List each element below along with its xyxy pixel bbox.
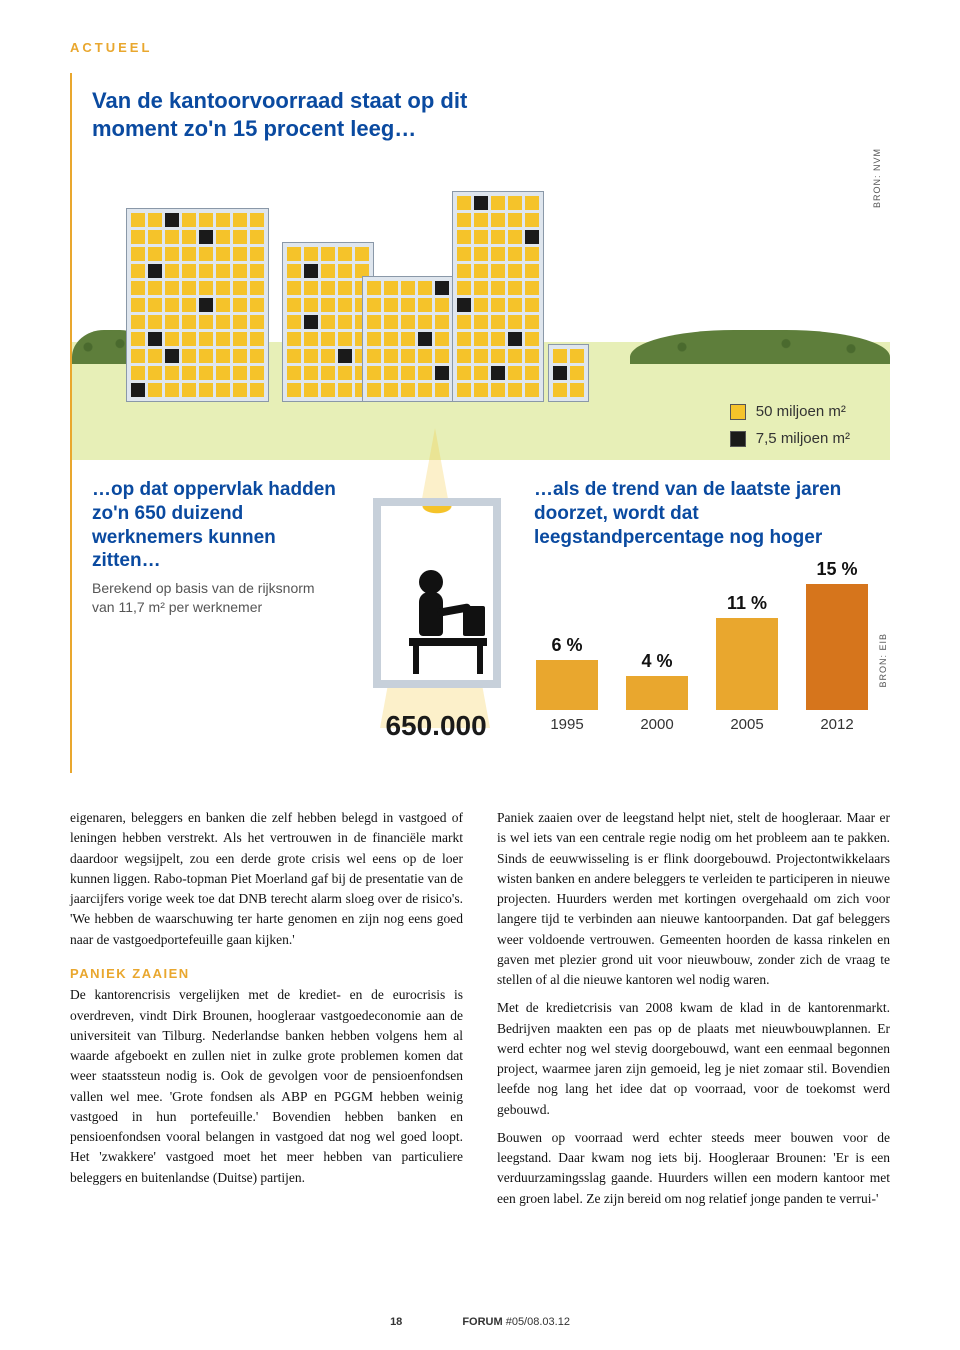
page-footer: 18 FORUM #05/08.03.12 [0, 1316, 960, 1328]
bar-year: 1995 [550, 716, 583, 733]
building-5 [548, 344, 589, 402]
bar-value: 15 % [816, 559, 857, 580]
bar [626, 676, 688, 710]
col2-p1: Paniek zaaien over de leegstand helpt ni… [497, 808, 890, 990]
page-number: 18 [390, 1316, 402, 1328]
section-label: ACTUEEL [70, 40, 890, 55]
source-right: BRON: EIB [878, 633, 888, 688]
infographic-heading: Van de kantoorvoorraad staat op dit mome… [92, 87, 512, 142]
building-3 [362, 276, 454, 402]
bar [536, 660, 598, 710]
chart-heading: …als de trend van de laatste jaren doorz… [534, 478, 864, 549]
bar-year: 2012 [820, 716, 853, 733]
bar-year: 2000 [640, 716, 673, 733]
bar-value: 11 % [727, 593, 767, 614]
sub-heading: …op dat oppervlak hadden zo'n 650 duizen… [92, 478, 338, 573]
subhead: PANIEK ZAAIEN [70, 964, 463, 984]
legend-label-1: 7,5 miljoen m² [756, 430, 850, 447]
bar-value: 4 % [641, 651, 672, 672]
legend-label-0: 50 miljoen m² [756, 403, 846, 420]
building-2 [282, 242, 374, 402]
legend: 50 miljoen m² 7,5 miljoen m² [730, 403, 850, 457]
sub-caption: Berekend op basis van de rijksnorm van 1… [92, 579, 338, 617]
building-4 [452, 191, 544, 402]
worker-figure: 650.000 [368, 488, 504, 748]
col1-p1: eigenaren, beleggers en banken die zelf … [70, 808, 463, 950]
bar-year: 2005 [730, 716, 763, 733]
magazine-id: FORUM #05/08.03.12 [462, 1316, 570, 1328]
legend-swatch-lit [730, 404, 746, 420]
col2-p2: Met de kredietcrisis van 2008 kwam de kl… [497, 998, 890, 1120]
bar [716, 618, 778, 710]
trend-chart: …als de trend van de laatste jaren doorz… [534, 478, 870, 748]
infographic: Van de kantoorvoorraad staat op dit mome… [70, 73, 890, 773]
bar [806, 584, 868, 710]
figure-number: 650.000 [368, 710, 504, 742]
article-body: eigenaren, beleggers en banken die zelf … [70, 808, 890, 1209]
bar-value: 6 % [551, 635, 582, 656]
col2-p3: Bouwen op voorraad werd echter steeds me… [497, 1128, 890, 1209]
building-1 [126, 208, 269, 402]
col1-p2: De kantorencrisis vergelijken met de kre… [70, 985, 463, 1188]
legend-swatch-dark [730, 431, 746, 447]
